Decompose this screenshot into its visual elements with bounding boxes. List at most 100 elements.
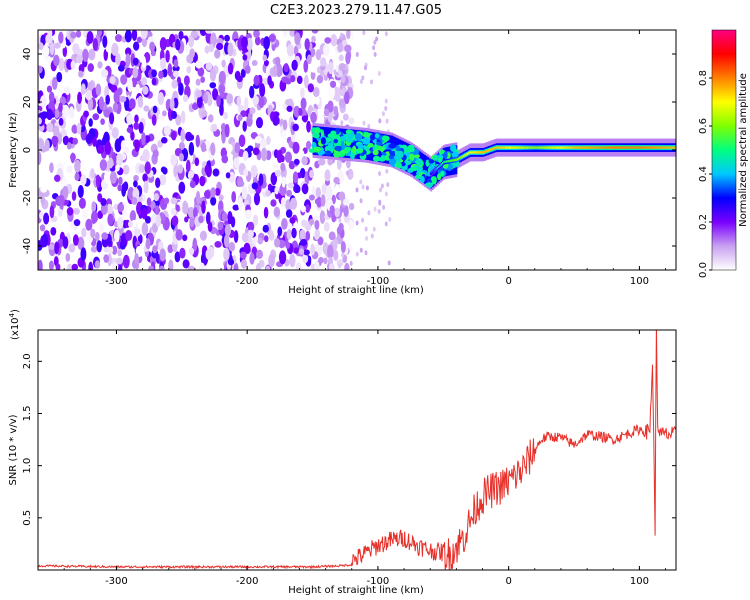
spectrogram-cell — [227, 42, 234, 57]
spectrogram-cell — [138, 121, 144, 134]
spectrogram-cell — [252, 147, 260, 156]
spectrogram-cell — [338, 191, 346, 201]
spectrogram-cell — [195, 78, 201, 86]
spectrogram-cell — [461, 155, 464, 158]
spectrogram-cell — [78, 64, 85, 73]
spectrogram-cell — [224, 34, 230, 42]
spectrogram-cell — [152, 149, 159, 158]
spectrogram-cell — [117, 265, 123, 270]
spectrogram-cell — [422, 153, 425, 183]
spectrogram-cell — [242, 120, 247, 132]
spectrogram-cell — [257, 237, 263, 245]
spectrogram-cell — [381, 135, 390, 142]
spectrogram-cell — [350, 129, 353, 159]
spectrogram-cell — [58, 117, 64, 126]
spectrogram-cell — [141, 207, 148, 220]
spectrogram-cell — [95, 231, 100, 242]
spectrogram-cell — [259, 83, 266, 98]
spectrogram-cell — [222, 111, 229, 120]
spectrogram-cell — [178, 30, 184, 40]
spectrogram-cell — [217, 221, 224, 231]
spectrogram-cell — [223, 234, 230, 248]
spectrogram-cell — [109, 171, 117, 184]
spectrogram-cell — [362, 30, 366, 36]
spectrogram-cell — [352, 145, 357, 154]
x-tick-label: 0 — [505, 276, 511, 287]
spectrogram-cell — [589, 146, 592, 149]
spectrogram-cell — [277, 226, 283, 237]
spectrogram-cell — [342, 113, 349, 121]
spectrogram-cell — [199, 230, 207, 241]
spectrogram-cell — [314, 260, 320, 270]
spectrogram-cell — [63, 87, 71, 96]
y-tick-label: 0 — [22, 147, 33, 153]
spectrogram-cell — [387, 260, 391, 266]
spectrogram-cell — [379, 187, 383, 193]
spectrogram-cell — [130, 131, 135, 141]
spectrogram-cell — [66, 263, 73, 270]
spectrogram-cell — [188, 170, 194, 179]
spectrogram-cell — [367, 210, 371, 216]
spectrogram-cell — [102, 35, 108, 48]
spectrogram-cell — [386, 182, 390, 188]
spectrogram-cell — [219, 164, 225, 175]
spectrogram-cell — [62, 45, 68, 58]
spectrogram-cell — [221, 130, 226, 144]
spectrogram-cell — [258, 96, 265, 109]
spectrogram-y-label: Frequency (Hz) — [8, 112, 19, 188]
spectrogram-cell — [322, 242, 329, 255]
spectrogram-cell — [348, 117, 355, 125]
spectrogram-cell — [144, 161, 151, 175]
spectrogram-cell — [170, 154, 178, 167]
spectrogram-cell — [619, 146, 622, 149]
spectrogram-cell — [428, 159, 435, 164]
spectrogram-cell — [287, 182, 294, 189]
spectrogram-cell — [591, 146, 593, 149]
spectrogram-cell — [346, 138, 354, 143]
spectrogram-cell — [524, 146, 526, 149]
spectrogram-cell — [142, 85, 149, 95]
spectrogram-cell — [267, 75, 272, 86]
spectrogram-cell — [154, 35, 161, 46]
spectrogram-cell — [171, 215, 179, 227]
spectrogram-cell — [300, 205, 306, 213]
spectrogram-cell — [306, 120, 311, 133]
spectrogram-cell — [162, 167, 168, 175]
x-tick-label: -100 — [367, 576, 390, 587]
spectrogram-cell — [355, 187, 359, 193]
spectrogram-cell — [237, 114, 243, 121]
spectrogram-cell — [289, 253, 296, 268]
spectrogram-cell — [159, 37, 167, 51]
spectrogram-cell — [338, 217, 342, 223]
spectrogram-cell — [177, 164, 184, 174]
spectrogram-cell — [169, 97, 175, 111]
spectrogram-cell — [316, 74, 324, 84]
spectrogram-cell — [372, 155, 381, 162]
spectrogram-cell — [175, 229, 183, 241]
spectrogram-cell — [314, 96, 320, 105]
spectrogram-cell — [395, 145, 400, 152]
spectrogram-cell — [214, 241, 222, 248]
spectrogram-cell — [584, 146, 587, 149]
spectrogram-cell — [657, 146, 660, 149]
spectrogram-cell — [452, 159, 455, 162]
spectrogram-cell — [507, 146, 509, 149]
spectrogram-cell — [281, 218, 288, 230]
spectrogram-cell — [366, 142, 374, 148]
spectrogram-cell — [453, 158, 456, 162]
spectrogram-cell — [255, 116, 264, 129]
spectrogram-cell — [316, 196, 323, 208]
spectrogram-cell — [188, 141, 195, 156]
spectrogram-cell — [162, 110, 167, 117]
spectrogram-cell — [38, 259, 43, 270]
spectrogram-cell — [329, 80, 337, 88]
spectrogram-cell — [338, 222, 344, 231]
spectrogram-cell — [108, 246, 114, 254]
spectrogram-cell — [175, 114, 182, 126]
spectrogram-cell — [150, 50, 156, 57]
spectrogram-cell — [306, 54, 312, 65]
spectrogram-cell — [466, 152, 469, 156]
spectrogram-cell — [299, 87, 305, 99]
spectrogram-cell — [272, 64, 278, 78]
